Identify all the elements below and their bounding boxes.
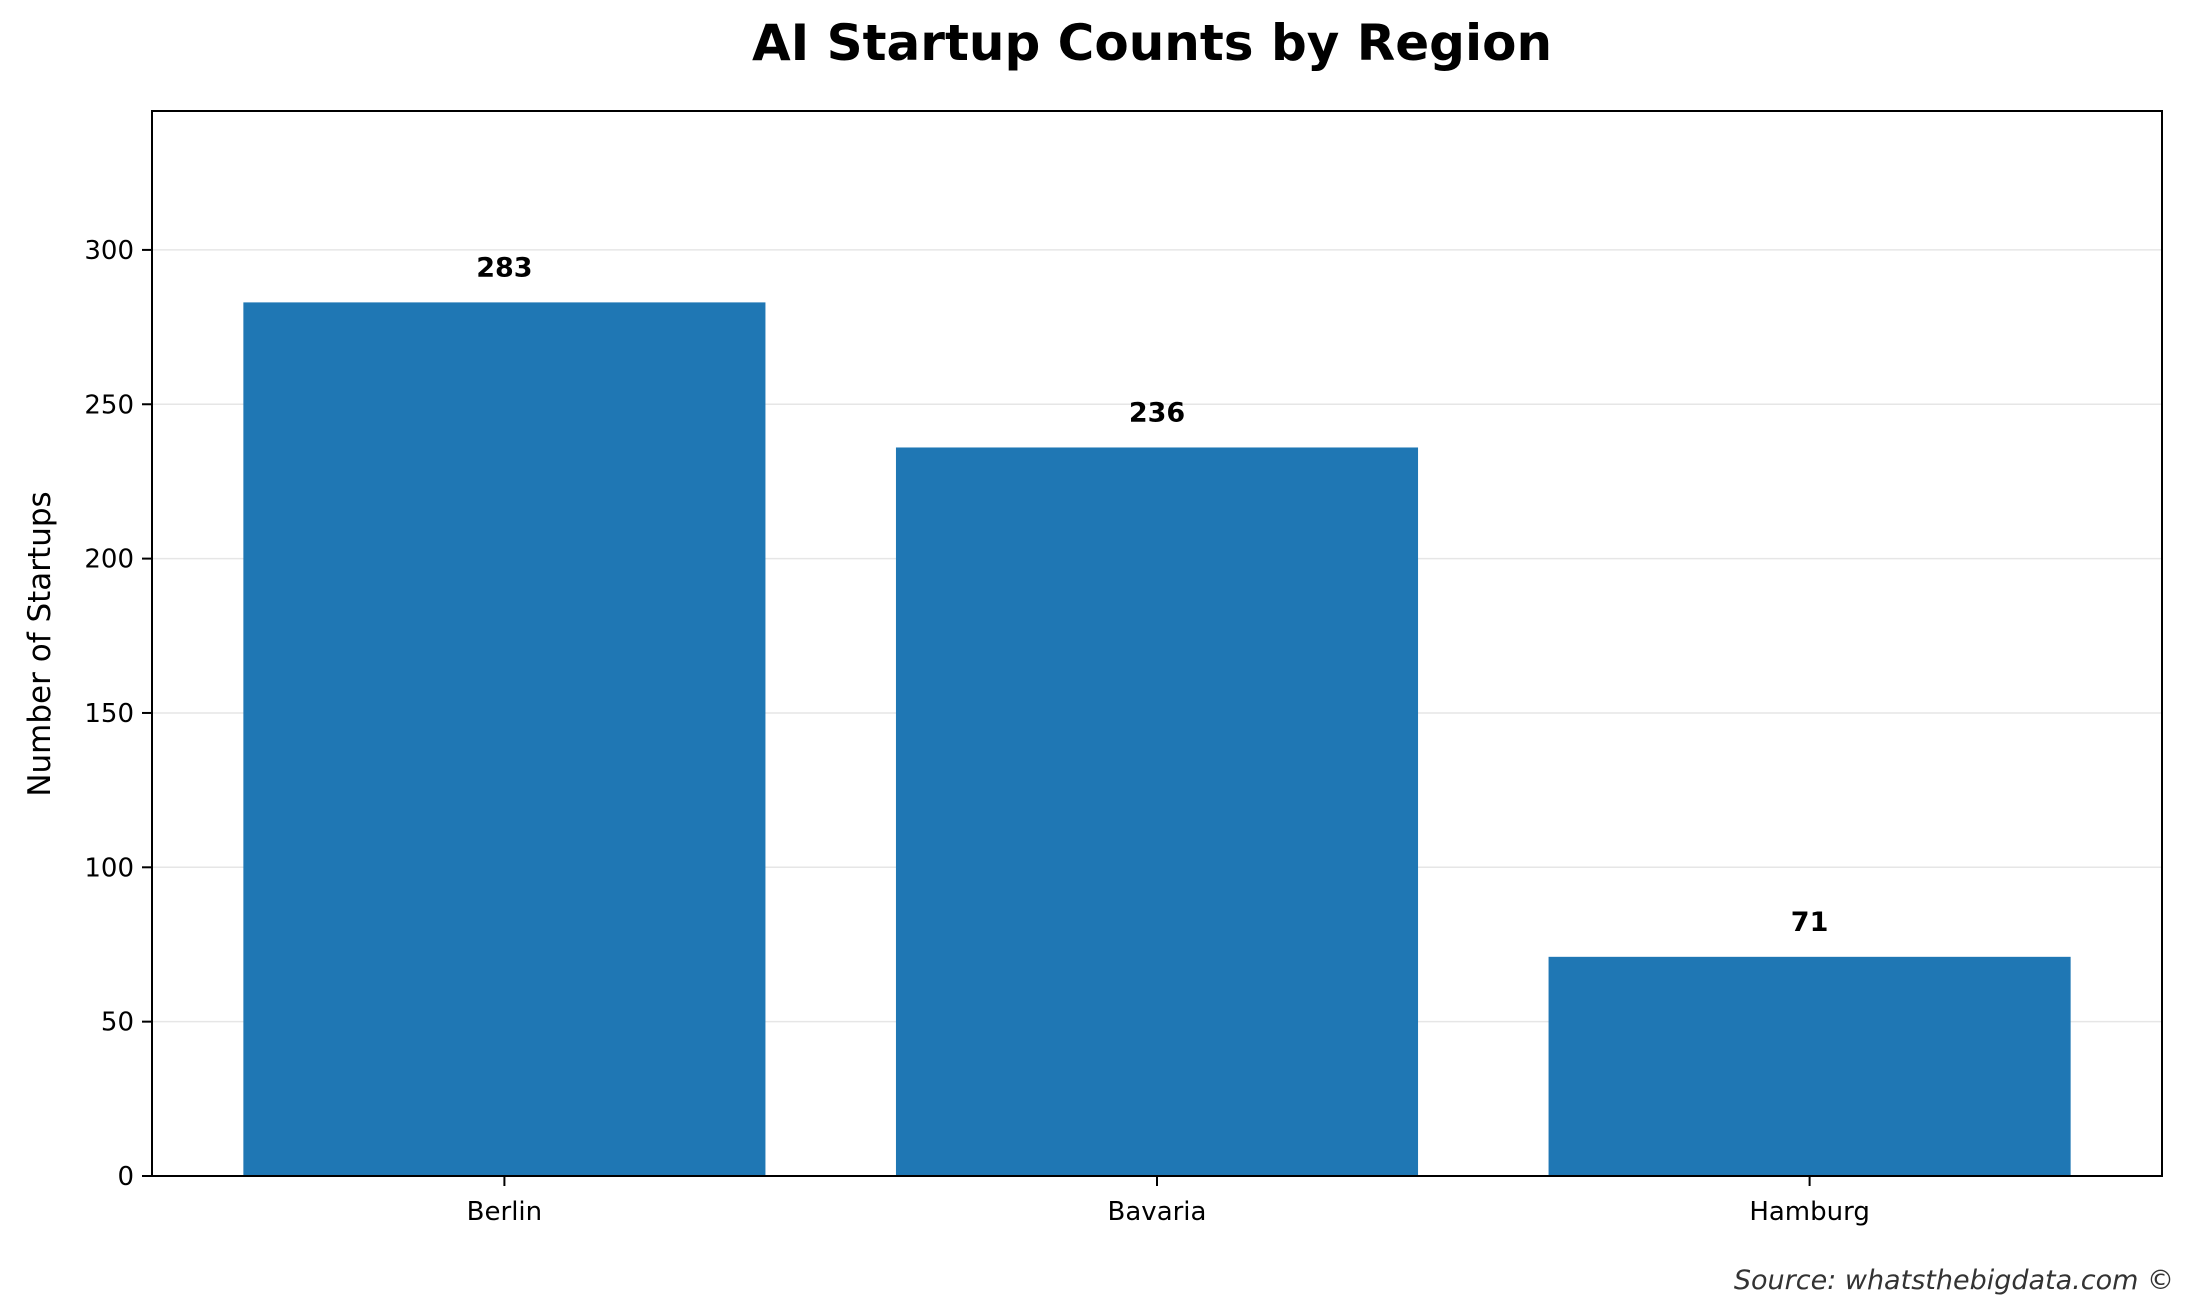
y-tick-label: 50: [101, 1008, 134, 1038]
bar-hamburg: [1548, 956, 2071, 1176]
y-axis-ticks: 0 50 100 150 200 250 300: [84, 236, 152, 1192]
x-tick-label: Hamburg: [1749, 1197, 1870, 1227]
y-tick-label: 200: [84, 545, 134, 575]
chart-title: AI Startup Counts by Region: [752, 14, 1552, 72]
bar-bavaria: [895, 447, 1419, 1176]
data-label-berlin: 283: [476, 252, 532, 283]
bar-berlin: [243, 302, 766, 1176]
y-tick-label: 100: [84, 853, 134, 883]
x-tick-label: Bavaria: [1108, 1197, 1207, 1227]
y-tick-label: 0: [117, 1162, 134, 1192]
y-axis-label: Number of Startups: [22, 491, 58, 796]
x-axis-ticks: Berlin Bavaria Hamburg: [467, 1176, 1870, 1227]
y-tick-label: 250: [84, 390, 134, 420]
data-label-hamburg: 71: [1791, 907, 1829, 938]
y-tick-label: 300: [84, 236, 134, 266]
x-tick-label: Berlin: [467, 1197, 542, 1227]
y-tick-label: 150: [84, 699, 134, 729]
bars: [243, 302, 2071, 1176]
data-label-bavaria: 236: [1129, 397, 1185, 428]
data-labels: 283 236 71: [476, 252, 1828, 937]
source-credit: Source: whatsthebigdata.com ©: [1734, 1265, 2174, 1296]
